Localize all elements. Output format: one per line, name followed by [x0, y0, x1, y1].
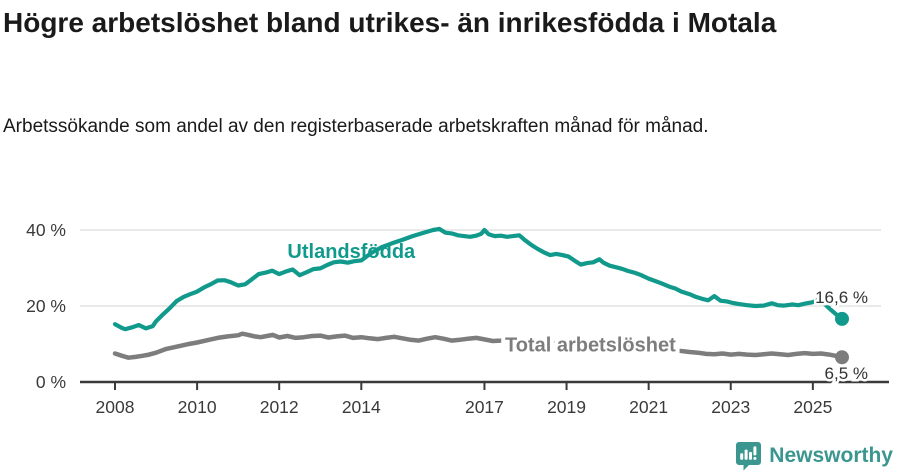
- x-axis-label-2010: 2010: [178, 397, 217, 417]
- x-axis-label-2014: 2014: [342, 397, 381, 417]
- chart-subtitle: Arbetssökande som andel av den registerb…: [3, 116, 709, 137]
- y-axis-label-0: 0 %: [36, 372, 66, 392]
- y-axis-label-20: 20 %: [26, 296, 66, 316]
- series-label-total-arbetsl-shet: Total arbetslöshet: [505, 335, 676, 357]
- x-axis-label-2017: 2017: [465, 397, 504, 417]
- brand-footer[interactable]: Newsworthy: [735, 441, 893, 471]
- newsworthy-bubble-barchart-icon: [736, 442, 762, 471]
- x-axis-label-2025: 2025: [793, 397, 832, 417]
- x-axis-label-2021: 2021: [629, 397, 668, 417]
- end-value-label-utlandsf-dda: 16,6 %: [815, 288, 868, 307]
- series-label-utlandsf-dda: Utlandsfödda: [287, 241, 416, 263]
- x-axis-label-2023: 2023: [711, 397, 750, 417]
- series-line-utlandsf-dda: [112, 226, 845, 332]
- x-axis-label-2012: 2012: [260, 397, 299, 417]
- y-axis-label-40: 40 %: [26, 220, 66, 240]
- x-axis-label-2019: 2019: [547, 397, 586, 417]
- x-axis-label-2008: 2008: [96, 397, 135, 417]
- end-dot-utlandsf-dda: [834, 311, 849, 326]
- end-dot-total-arbetsl-shet: [834, 350, 849, 365]
- brand-name: Newsworthy: [769, 444, 893, 467]
- end-value-label-total-arbetsl-shet: 6,5 %: [825, 364, 868, 383]
- series-line-total-arbetsl-shet: [112, 331, 845, 360]
- chart-title: Högre arbetslöshet bland utrikes- än inr…: [3, 7, 777, 38]
